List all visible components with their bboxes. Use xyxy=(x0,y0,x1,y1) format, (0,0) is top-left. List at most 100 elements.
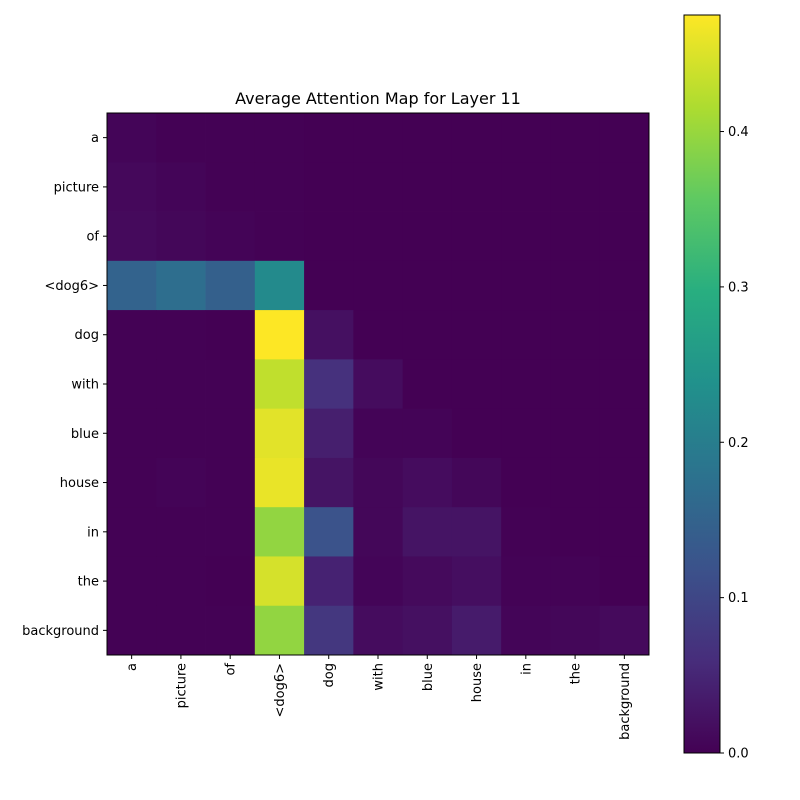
heatmap-cell xyxy=(353,359,404,410)
heatmap-cell xyxy=(353,457,404,508)
heatmap-cell xyxy=(451,260,502,311)
heatmap-cell xyxy=(402,162,453,212)
heatmap-cell xyxy=(304,113,354,163)
heatmap-cell xyxy=(451,310,502,360)
x-tick-label: house xyxy=(470,663,485,702)
heatmap-cell xyxy=(402,507,453,557)
heatmap-cell xyxy=(501,113,551,163)
heatmap-cell xyxy=(402,408,453,459)
heatmap-cell xyxy=(451,359,502,410)
heatmap-cell xyxy=(107,507,157,557)
heatmap-cell xyxy=(550,507,601,557)
x-tick-label: background xyxy=(618,663,633,740)
heatmap-cell xyxy=(402,113,453,163)
x-tick-label: the xyxy=(569,663,584,684)
heatmap-cell xyxy=(353,310,404,360)
heatmap-cell xyxy=(599,162,650,212)
heatmap-cell xyxy=(156,211,206,262)
heatmap-cell xyxy=(205,260,256,311)
heatmap-cell xyxy=(205,507,256,557)
x-tick-label: with xyxy=(372,663,387,691)
y-tick-label: blue xyxy=(71,427,99,442)
heatmap-cell xyxy=(254,310,305,360)
heatmap-cell xyxy=(107,605,157,656)
heatmap-cell xyxy=(599,408,650,459)
heatmap-cell xyxy=(107,113,157,163)
colorbar-ticks: 0.0 0.1 0.2 0.3 0.4 xyxy=(720,125,749,762)
heatmap-cell xyxy=(599,605,650,656)
colorbar-tick-label: 0.3 xyxy=(728,280,749,295)
heatmap-cell xyxy=(501,162,551,212)
y-tick-label: <dog6> xyxy=(44,279,99,294)
heatmap-cell xyxy=(156,556,206,607)
heatmap-cell xyxy=(205,310,256,360)
heatmap-cell xyxy=(107,457,157,508)
x-tick-label: a xyxy=(125,663,140,671)
heatmap-cell xyxy=(550,162,601,212)
heatmap-cell xyxy=(402,605,453,656)
heatmap-cell xyxy=(353,113,404,163)
heatmap-cell xyxy=(451,507,502,557)
heatmap-cell xyxy=(107,359,157,410)
heatmap-cell xyxy=(599,556,650,607)
heatmap-cell xyxy=(254,162,305,212)
colorbar-tick-label: 0.1 xyxy=(728,591,749,606)
heatmap-cell xyxy=(402,260,453,311)
heatmap-cell xyxy=(254,113,305,163)
heatmap-cells xyxy=(107,113,650,656)
heatmap-cell xyxy=(599,457,650,508)
heatmap-cell xyxy=(451,556,502,607)
heatmap-cell xyxy=(254,408,305,459)
heatmap-cell xyxy=(254,457,305,508)
heatmap-cell xyxy=(304,310,354,360)
heatmap-cell xyxy=(304,605,354,656)
heatmap-cell xyxy=(254,556,305,607)
heatmap-cell xyxy=(451,211,502,262)
heatmap-cell xyxy=(205,113,256,163)
heatmap-cell xyxy=(501,507,551,557)
heatmap-cell xyxy=(304,162,354,212)
heatmap-cell xyxy=(254,605,305,656)
colorbar-tick-label: 0.2 xyxy=(728,436,749,451)
heatmap-cell xyxy=(402,211,453,262)
y-tick-label: house xyxy=(60,476,99,491)
colorbar-tick-label: 0.4 xyxy=(728,125,749,140)
heatmap-cell xyxy=(550,408,601,459)
heatmap-cell xyxy=(107,260,157,311)
heatmap-cell xyxy=(156,507,206,557)
x-tick-label: of xyxy=(224,663,239,676)
y-tick-label: with xyxy=(71,378,99,393)
heatmap-cell xyxy=(353,556,404,607)
heatmap-cell xyxy=(402,359,453,410)
heatmap-cell xyxy=(304,556,354,607)
heatmap-cell xyxy=(107,408,157,459)
colorbar-tick-label: 0.0 xyxy=(728,747,749,762)
x-tick-label: picture xyxy=(174,663,189,708)
y-tick-label: of xyxy=(86,230,99,245)
heatmap-cell xyxy=(550,310,601,360)
heatmap-cell xyxy=(205,605,256,656)
heatmap-cell xyxy=(501,556,551,607)
heatmap-cell xyxy=(205,359,256,410)
heatmap-cell xyxy=(501,408,551,459)
heatmap-cell xyxy=(550,211,601,262)
heatmap-cell xyxy=(353,408,404,459)
heatmap-cell xyxy=(205,211,256,262)
heatmap-cell xyxy=(304,507,354,557)
heatmap-cell xyxy=(304,359,354,410)
heatmap-cell xyxy=(107,162,157,212)
heatmap-cell xyxy=(599,310,650,360)
heatmap-cell xyxy=(550,359,601,410)
heatmap-cell xyxy=(550,556,601,607)
heatmap-cell xyxy=(353,605,404,656)
heatmap-cell xyxy=(599,507,650,557)
heatmap-cell xyxy=(156,605,206,656)
x-tick-label: dog xyxy=(322,663,337,687)
heatmap-cell xyxy=(353,507,404,557)
heatmap-cell xyxy=(451,408,502,459)
heatmap-cell xyxy=(205,162,256,212)
heatmap-cell xyxy=(550,457,601,508)
heatmap-cell xyxy=(254,359,305,410)
x-axis: a picture of <dog6> dog with blue house in the bac… xyxy=(125,655,633,740)
